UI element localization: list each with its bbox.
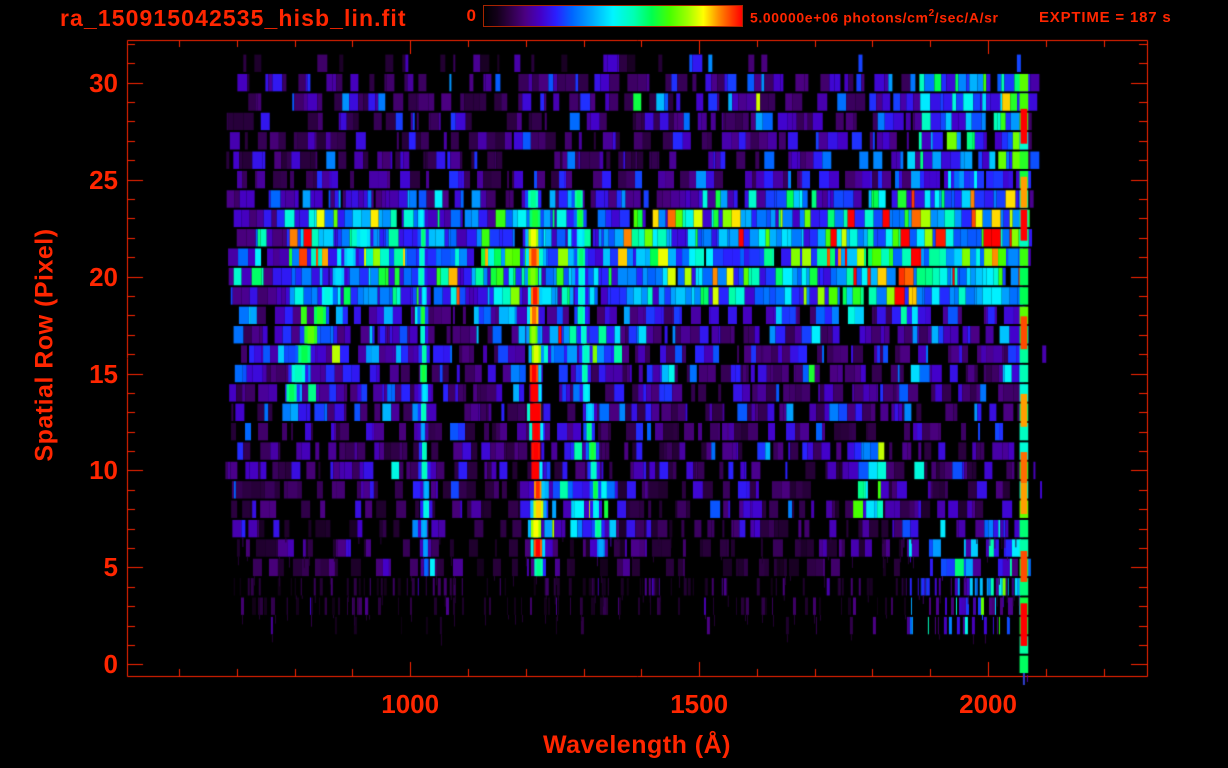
- y-tick-label-20: 20: [89, 261, 118, 292]
- x-axis-title: Wavelength (Å): [542, 731, 732, 759]
- colorbar-max-label: 5.00000e+06 photons/cm2/sec/A/sr: [750, 8, 999, 26]
- y-tick-label-15: 15: [89, 358, 118, 389]
- flux-max-value: 5.00000e+06: [750, 9, 839, 26]
- y-tick-label-10: 10: [89, 455, 118, 486]
- y-tick-label-30: 30: [89, 67, 118, 98]
- y-tick-label-5: 5: [103, 552, 118, 583]
- flux-unit-suffix: /sec/A/sr: [934, 9, 999, 26]
- colorbar-min-label: 0: [466, 6, 476, 25]
- flux-unit-exponent: 2: [928, 8, 935, 19]
- flux-unit-prefix: photons/cm: [838, 9, 929, 26]
- colorbar: [483, 5, 743, 27]
- x-tick-label-2000: 2000: [959, 689, 1017, 719]
- y-tick-label-25: 25: [89, 164, 118, 195]
- x-tick-label-1500: 1500: [670, 689, 729, 719]
- exptime-label: EXPTIME = 187 s: [1039, 9, 1172, 26]
- filename-title: ra_150915042535_hisb_lin.fit: [60, 5, 407, 31]
- y-tick-label-0: 0: [103, 649, 118, 680]
- x-tick-label-1000: 1000: [381, 689, 440, 719]
